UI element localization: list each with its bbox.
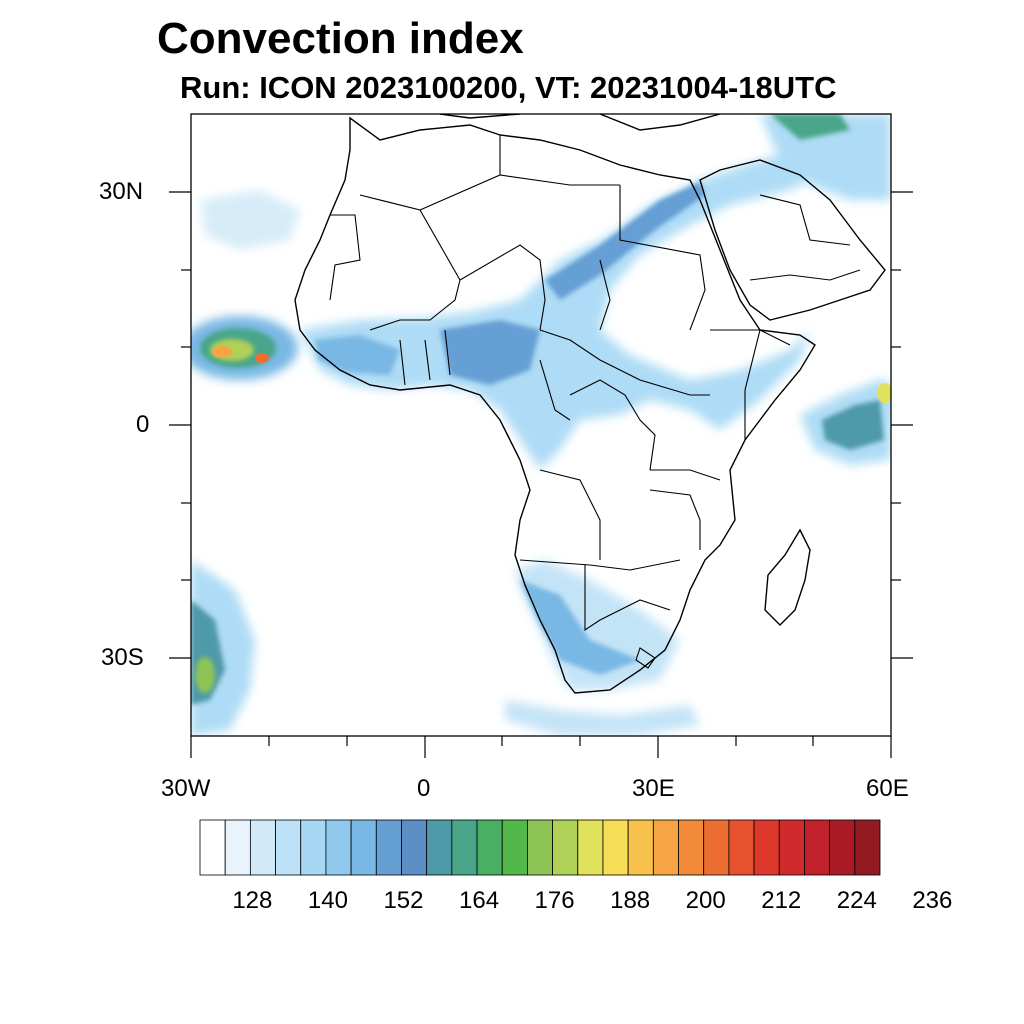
colorbar [199, 819, 881, 876]
colorbar-swatch [375, 819, 402, 876]
y-tick-label-30s: 30S [101, 644, 144, 671]
africa-coastline [294, 116, 816, 694]
colorbar-label: 164 [459, 887, 500, 914]
chart-subtitle: Run: ICON 2023100200, VT: 20231004-18UTC [180, 70, 837, 105]
convection-core-west-coast [315, 335, 400, 375]
colorbar-swatch [854, 819, 881, 876]
colorbar-swatch [728, 819, 755, 876]
convection-core-nigeria [440, 320, 540, 385]
y-tick-label-0: 0 [136, 411, 150, 438]
convection-spot-south-atlantic [195, 657, 215, 693]
colorbar-swatch [275, 819, 302, 876]
colorbar-swatch [325, 819, 352, 876]
convection-area-atlantic-north [200, 190, 300, 250]
convection-cell-atlantic-storm [191, 316, 298, 380]
madagascar-coastline [764, 528, 811, 626]
colorbar-swatch [300, 819, 327, 876]
convection-field [191, 114, 891, 736]
colorbar-swatch [753, 819, 780, 876]
colorbar-swatch [829, 819, 856, 876]
colorbar-swatch [527, 819, 553, 876]
convection-area-southern-africa [515, 560, 680, 690]
colorbar-swatch [476, 819, 503, 876]
convection-area-middle-east [760, 114, 891, 200]
colorbar-label: 188 [610, 887, 651, 914]
colorbar-swatch [401, 819, 428, 876]
convection-spot-indian-ocean [877, 383, 891, 403]
colorbar-label: 176 [534, 887, 575, 914]
colorbar-label: 152 [383, 887, 424, 914]
convection-core-middle-east [770, 114, 850, 140]
colorbar-swatch [652, 819, 679, 876]
country-borders [329, 135, 861, 669]
x-tick-label-30e: 30E [632, 775, 675, 802]
arabia-coastline [699, 159, 886, 321]
y-tick-label-30n: 30N [99, 178, 144, 205]
coastlines [294, 114, 886, 694]
x-tick-label-30w: 30W [161, 775, 211, 802]
convection-streak-south [505, 700, 700, 736]
colorbar-label: 212 [761, 887, 802, 914]
convection-band-sahel [300, 150, 830, 470]
europe-coast-fragment [439, 114, 721, 131]
colorbar-swatch [426, 819, 453, 876]
convection-core-indian-ocean [822, 400, 884, 450]
colorbar-swatch [350, 819, 377, 876]
colorbar-swatch [451, 819, 478, 876]
colorbar-swatch [577, 819, 604, 876]
colorbar-swatch [678, 819, 705, 876]
convection-core-southern-africa [520, 580, 640, 675]
colorbar-swatch [804, 819, 831, 876]
colorbar-swatch [249, 819, 276, 876]
axis-ticks [169, 191, 913, 758]
colorbar-label: 224 [836, 887, 877, 914]
colorbar-label: 200 [685, 887, 726, 914]
colorbar-swatch [778, 819, 805, 876]
colorbar-label: 128 [232, 887, 273, 914]
chart-title: Convection index [157, 14, 524, 63]
colorbar-swatch [552, 819, 579, 876]
colorbar-swatch [224, 819, 251, 876]
x-tick-label-0: 0 [417, 775, 431, 802]
colorbar-label: 140 [307, 887, 348, 914]
colorbar-swatch [501, 819, 528, 876]
colorbar-swatch [703, 819, 730, 876]
colorbar-swatch [602, 819, 629, 876]
colorbar-swatch [199, 819, 226, 876]
colorbar-label: 236 [912, 887, 953, 914]
colorbar-swatch [627, 819, 654, 876]
x-tick-label-60e: 60E [866, 775, 909, 802]
